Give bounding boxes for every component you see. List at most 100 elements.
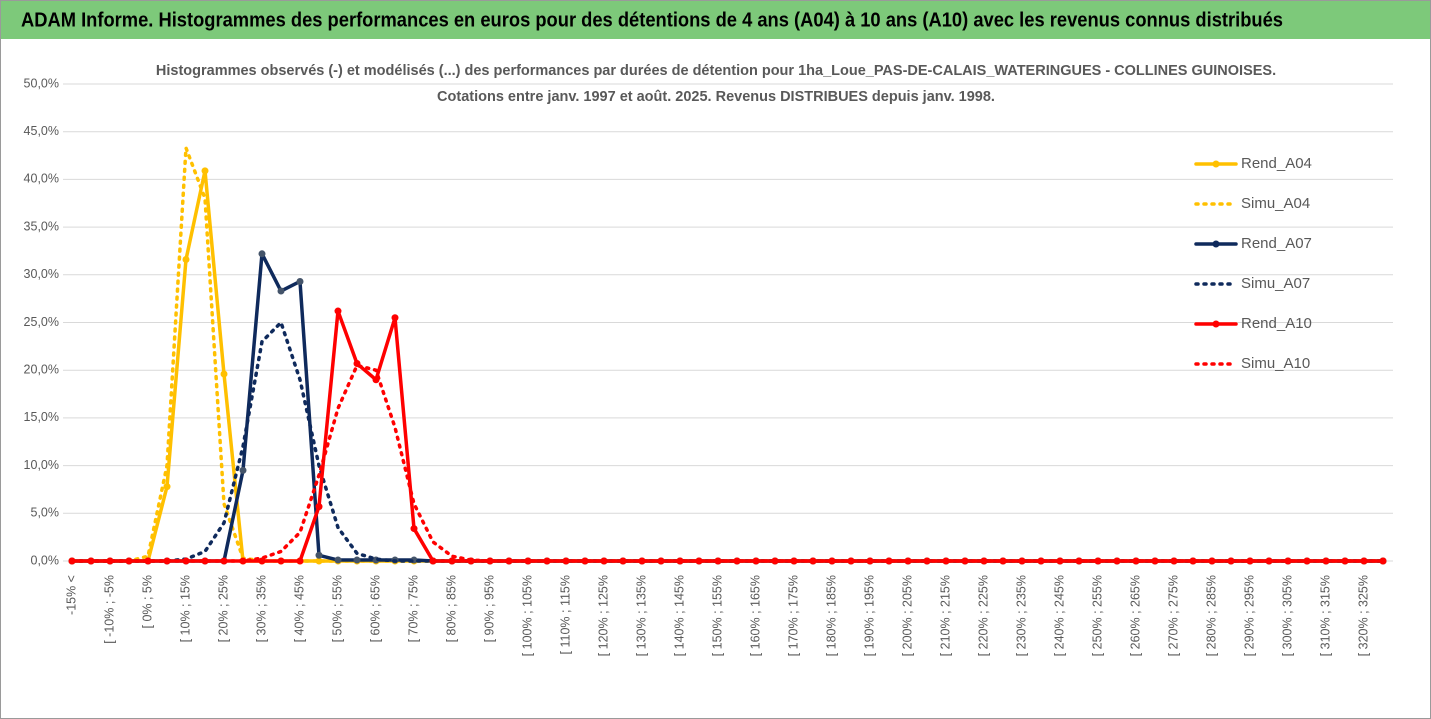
x-tick-label: [ 0% ; 5% xyxy=(140,575,154,629)
data-point xyxy=(885,557,893,565)
x-tick-label: [ 310% ; 315% xyxy=(1318,575,1332,656)
x-tick-label: [ 80% ; 85% xyxy=(444,575,458,642)
x-tick-label: [ 30% ; 35% xyxy=(254,575,268,642)
data-point xyxy=(239,466,247,474)
data-point xyxy=(942,557,950,565)
legend-marker xyxy=(1212,240,1220,248)
x-tick-label: [ 190% ; 195% xyxy=(862,575,876,656)
data-point xyxy=(1094,557,1102,565)
data-point xyxy=(277,287,285,295)
data-point xyxy=(1246,557,1254,565)
data-point xyxy=(334,556,342,564)
x-tick-label: [ 240% ; 245% xyxy=(1052,575,1066,656)
x-tick-label: [ 230% ; 235% xyxy=(1014,575,1028,656)
x-tick-label: [ 50% ; 55% xyxy=(330,575,344,642)
y-tick-label: 15,0% xyxy=(24,410,59,424)
data-point xyxy=(296,557,304,565)
data-point xyxy=(581,557,589,565)
x-tick-label: [ 210% ; 215% xyxy=(938,575,952,656)
data-point xyxy=(201,557,209,565)
x-tick-label: [ 220% ; 225% xyxy=(976,575,990,656)
legend-label: Simu_A10 xyxy=(1241,355,1310,372)
y-tick-label: 20,0% xyxy=(24,362,59,376)
x-tick-label: [ 60% ; 65% xyxy=(368,575,382,642)
x-tick-label: [ 10% ; 15% xyxy=(178,575,192,642)
data-point xyxy=(315,557,323,565)
data-point xyxy=(315,503,323,511)
series-line xyxy=(70,363,1385,563)
data-point xyxy=(106,557,114,565)
x-tick-label: [ 20% ; 25% xyxy=(216,575,230,642)
data-point xyxy=(429,557,437,565)
y-tick-label: 50,0% xyxy=(24,76,59,90)
x-tick-label: [ -10% ; -5% xyxy=(102,575,116,644)
x-tick-label: [ 130% ; 135% xyxy=(634,575,648,656)
data-point xyxy=(296,277,304,285)
x-tick-label: [ 100% ; 105% xyxy=(520,575,534,656)
y-tick-label: 10,0% xyxy=(24,458,59,472)
x-tick-label: [ 120% ; 125% xyxy=(596,575,610,656)
x-tick-label: [ 300% ; 305% xyxy=(1280,575,1294,656)
header: ADAM Informe. Histogrammes des performan… xyxy=(1,1,1430,39)
legend-label: Simu_A04 xyxy=(1241,195,1310,212)
chart-title-block: Histogrammes observés (-) et modélisés (… xyxy=(151,58,1281,110)
legend-label: Simu_A07 xyxy=(1241,275,1310,292)
data-point xyxy=(277,557,285,565)
x-tick-label: [ 180% ; 185% xyxy=(824,575,838,656)
y-tick-label: 35,0% xyxy=(24,219,59,233)
data-point xyxy=(448,557,456,565)
data-point xyxy=(334,307,342,315)
data-point xyxy=(1037,557,1045,565)
data-point xyxy=(638,557,646,565)
y-tick-label: 5,0% xyxy=(31,506,60,520)
y-tick-label: 40,0% xyxy=(24,172,59,186)
legend-marker xyxy=(1212,160,1220,168)
data-point xyxy=(258,250,266,258)
x-tick-label: [ 170% ; 175% xyxy=(786,575,800,656)
y-tick-label: 25,0% xyxy=(24,315,59,329)
data-point xyxy=(1189,557,1197,565)
x-tick-label: [ 260% ; 265% xyxy=(1128,575,1142,656)
x-tick-label: [ 200% ; 205% xyxy=(900,575,914,656)
series-line xyxy=(70,146,1385,563)
x-tick-label: [ 110% ; 115% xyxy=(558,575,572,654)
data-point xyxy=(201,167,209,175)
y-tick-label: 45,0% xyxy=(24,124,59,138)
data-point xyxy=(163,483,171,491)
data-point xyxy=(182,256,190,264)
legend-label: Rend_A07 xyxy=(1241,235,1312,252)
x-tick-label: [ 160% ; 165% xyxy=(748,575,762,656)
legend-label: Rend_A10 xyxy=(1241,315,1312,332)
header-title: ADAM Informe. Histogrammes des performan… xyxy=(21,9,1283,31)
data-point xyxy=(410,525,418,533)
data-point xyxy=(1341,557,1349,565)
series-line xyxy=(70,252,1385,563)
x-tick-label: [ 290% ; 295% xyxy=(1242,575,1256,656)
x-tick-label: -15% < xyxy=(64,575,78,615)
data-point xyxy=(391,314,399,322)
series-line xyxy=(70,309,1385,563)
data-point xyxy=(220,370,228,378)
data-point xyxy=(353,556,361,564)
x-tick-label: [ 140% ; 145% xyxy=(672,575,686,656)
y-tick-label: 0,0% xyxy=(31,553,60,567)
series-line xyxy=(70,320,1385,563)
x-tick-label: [ 250% ; 255% xyxy=(1090,575,1104,656)
data-point xyxy=(733,557,741,565)
y-tick-label: 30,0% xyxy=(24,267,59,281)
x-tick-label: [ 320% ; 325% xyxy=(1356,575,1370,656)
data-point xyxy=(144,557,152,565)
data-point xyxy=(790,557,798,565)
x-tick-label: [ 150% ; 155% xyxy=(710,575,724,656)
x-tick-label: [ 280% ; 285% xyxy=(1204,575,1218,656)
x-tick-label: [ 70% ; 75% xyxy=(406,575,420,642)
chart-subtitle: Cotations entre janv. 1997 et août. 2025… xyxy=(437,89,995,105)
x-tick-label: [ 40% ; 45% xyxy=(292,575,306,642)
x-tick-label: [ 90% ; 95% xyxy=(482,575,496,642)
header-band xyxy=(1,1,1430,39)
data-point xyxy=(315,551,323,559)
series-line xyxy=(70,169,1385,563)
legend-label: Rend_A04 xyxy=(1241,155,1312,172)
